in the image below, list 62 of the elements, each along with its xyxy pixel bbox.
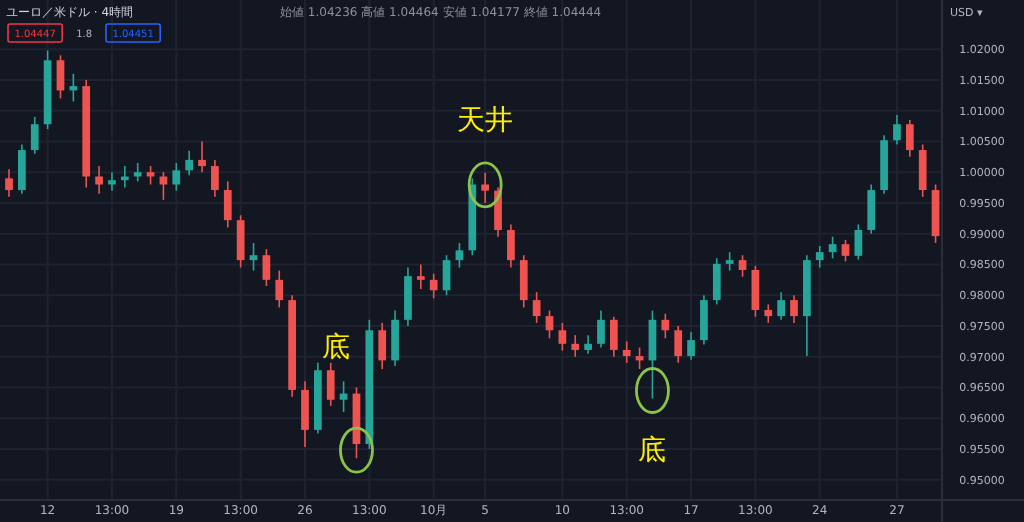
candlestick (687, 331, 695, 361)
candlestick (609, 315, 618, 358)
candlestick (751, 264, 760, 318)
annotation: 天井 (457, 102, 514, 135)
candlestick (378, 322, 387, 370)
candlestick (532, 291, 541, 324)
candlestick (519, 254, 528, 309)
candlestick (442, 254, 451, 296)
candlestick (545, 309, 554, 340)
candlestick (211, 159, 219, 198)
candlestick (18, 143, 26, 195)
candlestick (146, 165, 155, 186)
candlestick (404, 266, 412, 327)
candlestick (867, 183, 876, 235)
candlestick (275, 269, 284, 309)
candlestick (416, 263, 425, 290)
candlestick (854, 223, 863, 261)
candlestick (159, 171, 168, 201)
candlestick (429, 272, 438, 300)
candlestick (481, 172, 490, 204)
candlestick (764, 303, 773, 324)
candlestick (571, 334, 580, 358)
candlestick (262, 248, 271, 287)
candlestick (815, 245, 824, 269)
candlestick (249, 242, 258, 272)
candlestick (725, 251, 734, 272)
candlestick (674, 325, 683, 364)
candlestick (700, 294, 708, 346)
candlestick (198, 140, 206, 173)
candlestick (841, 239, 850, 263)
candlestick (828, 235, 837, 260)
candlestick (69, 73, 78, 103)
candlestick (507, 223, 515, 269)
candlestick (622, 340, 631, 364)
candlestick (56, 54, 65, 100)
candlestick (30, 116, 39, 155)
candlestick (918, 143, 927, 198)
candlestick (391, 309, 399, 367)
candlestick (905, 119, 914, 158)
candlestick (95, 165, 103, 195)
annotation: 底 (638, 432, 667, 465)
candlestick (584, 334, 592, 355)
candlestick (455, 242, 464, 269)
candlestick (712, 257, 721, 306)
candlestick (790, 294, 798, 324)
candlestick (185, 149, 194, 177)
candlestick (223, 180, 232, 229)
candlestick (893, 114, 901, 146)
candlestick (326, 362, 335, 407)
candlestick (5, 168, 13, 198)
annotation: 底 (322, 330, 351, 363)
candlestick (738, 254, 747, 278)
candlestick (236, 214, 245, 269)
candlestick (172, 162, 181, 192)
candlestick (133, 162, 142, 183)
candlestick (301, 380, 309, 448)
candlestick (558, 322, 567, 352)
candlestick (597, 309, 605, 349)
candlestick (777, 291, 785, 321)
candlestick (661, 312, 670, 340)
candlestick (108, 171, 116, 192)
candlestick (931, 183, 940, 244)
